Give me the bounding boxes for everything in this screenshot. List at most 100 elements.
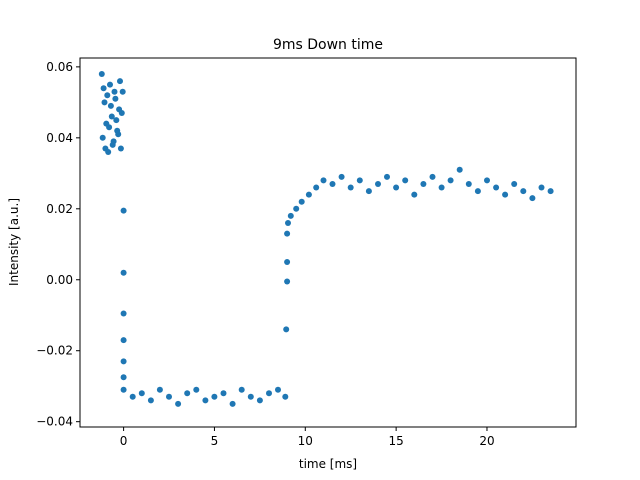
data-point [129, 393, 136, 400]
y-tick-label: 0.02 [46, 202, 73, 216]
x-tick-label: 0 [120, 434, 128, 448]
x-tick-label: 20 [479, 434, 494, 448]
data-point [283, 326, 290, 333]
data-point [202, 397, 209, 404]
data-point [313, 184, 320, 191]
data-point [447, 177, 454, 184]
data-point [107, 81, 113, 88]
data-point [120, 386, 127, 393]
data-point [114, 127, 121, 134]
data-point [175, 400, 182, 407]
data-point [493, 184, 500, 191]
data-point [156, 386, 163, 393]
data-point [110, 138, 117, 145]
data-point [365, 188, 372, 195]
data-point [103, 120, 110, 127]
data-point [184, 390, 191, 397]
data-point [101, 99, 108, 106]
data-point [100, 85, 107, 92]
data-point [285, 220, 291, 226]
data-point [429, 173, 436, 180]
data-point [120, 337, 127, 344]
data-points [98, 71, 554, 407]
y-tick-label: −0.02 [36, 344, 73, 358]
data-point [298, 198, 305, 205]
data-point [105, 149, 112, 155]
data-point [99, 134, 106, 141]
data-point [238, 386, 245, 393]
data-point [117, 78, 123, 85]
x-tick-label: 15 [388, 434, 403, 448]
y-tick-label: 0.00 [46, 273, 73, 287]
data-point [347, 184, 354, 191]
data-point [356, 177, 363, 184]
plot-frame [79, 57, 577, 428]
data-point [120, 207, 127, 214]
data-point [256, 397, 263, 404]
data-point [520, 188, 527, 195]
data-point [119, 88, 126, 95]
y-axis-ticks: −0.04 −0.02 0.00 0.02 0.04 0.06 [36, 60, 80, 429]
x-tick-label: 5 [211, 434, 219, 448]
data-point [293, 205, 300, 212]
data-point [305, 191, 312, 198]
y-tick-label: 0.06 [46, 60, 73, 74]
data-point [147, 397, 154, 404]
data-point [266, 390, 272, 397]
data-point [117, 145, 124, 152]
data-point [320, 177, 327, 184]
data-point [111, 88, 118, 95]
data-point [329, 181, 336, 187]
data-point [98, 71, 105, 77]
data-point [229, 400, 236, 407]
y-tick-label: −0.04 [36, 415, 73, 429]
data-point [120, 310, 127, 317]
x-axis-label: time [ms] [299, 457, 357, 471]
data-point [104, 92, 111, 99]
data-point [538, 184, 545, 191]
data-point [411, 191, 418, 198]
data-point [282, 393, 289, 400]
x-tick-label: 10 [298, 434, 313, 448]
data-point [120, 374, 127, 381]
data-point [220, 390, 227, 397]
data-point [107, 102, 114, 109]
y-tick-label: 0.04 [46, 131, 73, 145]
data-point [138, 390, 145, 397]
data-point [211, 393, 218, 400]
data-point [547, 188, 554, 195]
data-point [393, 184, 400, 191]
data-point [247, 393, 254, 400]
data-point [275, 386, 281, 393]
data-point [402, 177, 409, 184]
data-point [456, 166, 463, 173]
data-point [112, 95, 119, 102]
data-point [511, 181, 518, 187]
data-point [338, 173, 345, 180]
data-point [120, 358, 127, 365]
data-point [420, 181, 427, 187]
data-point [284, 230, 291, 237]
data-point [120, 269, 127, 276]
data-point [287, 212, 294, 219]
data-point [474, 188, 481, 195]
data-point [166, 393, 172, 400]
data-point [484, 177, 490, 184]
data-point [384, 173, 390, 180]
data-point [502, 191, 509, 198]
chart-title: 9ms Down time [273, 37, 383, 53]
data-point [529, 195, 536, 202]
data-point [438, 184, 445, 191]
data-point [465, 181, 472, 187]
y-axis-label: Intensity [a.u.] [7, 198, 21, 286]
data-point [108, 113, 115, 120]
data-point [116, 106, 123, 113]
data-point [284, 278, 291, 285]
data-point [193, 386, 200, 393]
x-axis-ticks: 0 5 10 15 20 [120, 427, 495, 448]
data-point [284, 259, 291, 265]
data-point [375, 181, 381, 187]
data-point [113, 117, 120, 124]
